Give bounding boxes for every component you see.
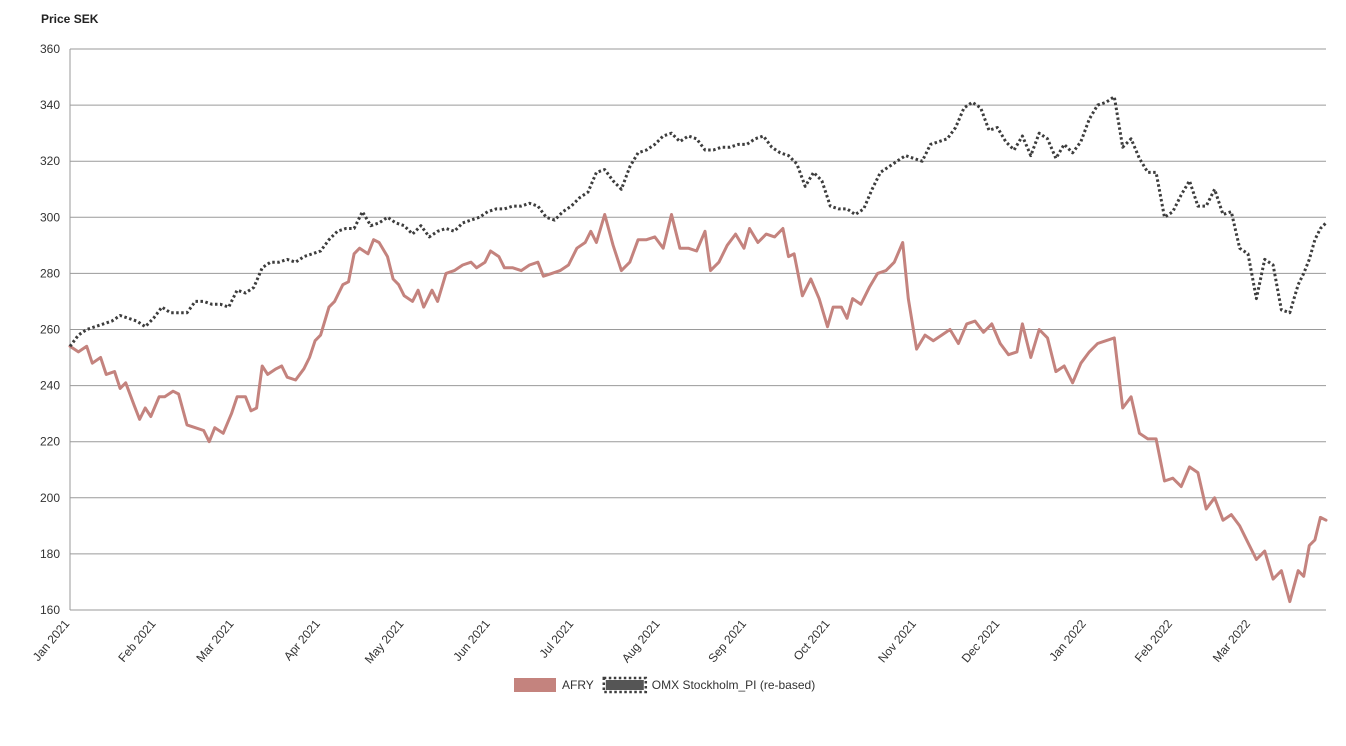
y-tick-label: 260 [40,323,60,337]
x-tick-label: Oct 2021 [791,617,833,664]
y-tick-label: 180 [40,547,60,561]
y-axis-title: Price SEK [41,12,99,26]
y-tick-label: 360 [40,42,60,56]
legend-label: OMX Stockholm_PI (re-based) [652,678,815,692]
x-tick-label: Feb 2022 [1132,617,1176,665]
y-axis-ticks: 160 180 200 220 240 260 280 300 320 340 360 [40,42,60,617]
y-tick-label: 320 [40,154,60,168]
x-tick-label: Jan 2021 [30,617,73,664]
x-tick-label: Aug 2021 [619,617,663,666]
x-tick-label: Apr 2021 [281,617,323,664]
y-tick-label: 300 [40,210,60,224]
x-tick-label: Jan 2022 [1046,617,1089,664]
grid-lines [70,48,1326,611]
x-tick-label: Sep 2021 [705,617,749,666]
x-tick-label: Mar 2022 [1210,617,1254,665]
legend-swatch-fill [605,680,644,690]
legend-label: AFRY [562,678,594,692]
legend[interactable]: AFRY OMX Stockholm_PI (re-based) [514,676,815,694]
y-tick-label: 280 [40,266,60,280]
x-tick-label: Feb 2021 [115,617,159,665]
y-tick-label: 340 [40,98,60,112]
series-line-1 [68,95,1328,348]
legend-item-0[interactable]: AFRY [514,678,594,692]
legend-item-1[interactable]: OMX Stockholm_PI (re-based) [602,676,815,694]
x-tick-label: Nov 2021 [875,617,919,666]
x-axis-ticks: Jan 2021 Feb 2021 Mar 2021 Apr 2021 May 2021… [30,617,1253,667]
x-tick-label: Mar 2021 [193,617,237,665]
series-line-0 [68,213,1328,604]
y-tick-label: 220 [40,435,60,449]
legend-swatch [514,678,556,692]
y-tick-label: 160 [40,603,60,617]
y-tick-label: 200 [40,491,60,505]
x-tick-label: May 2021 [362,617,407,667]
series-lines [68,95,1328,604]
x-tick-label: Jun 2021 [450,617,493,664]
y-tick-label: 240 [40,379,60,393]
x-tick-label: Dec 2021 [959,617,1003,666]
x-tick-label: Jul 2021 [536,617,576,661]
